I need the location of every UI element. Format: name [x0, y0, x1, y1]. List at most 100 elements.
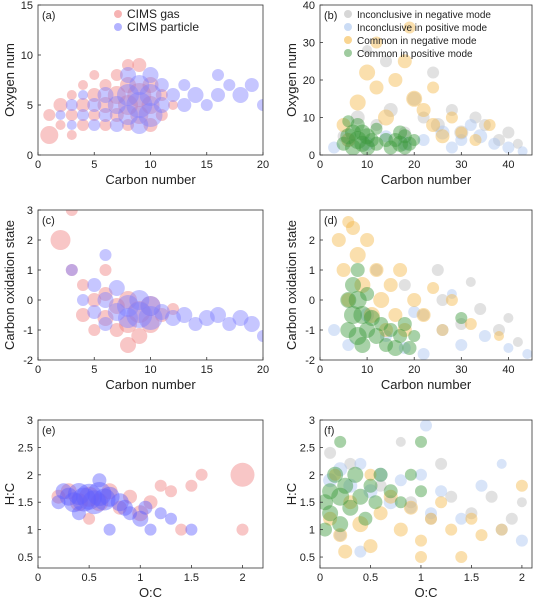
point-a-s1-10	[109, 118, 124, 132]
point-f-s1-7	[394, 474, 407, 487]
xtick-label-f-4: 2	[519, 572, 525, 584]
xtick-label-c-2: 10	[144, 364, 156, 376]
point-a-s0-4	[66, 130, 77, 140]
point-f-s2-4	[363, 539, 378, 554]
legend-b: Inconclusive in negative mode Inconclusiv…	[344, 10, 491, 60]
point-d-s3-1	[340, 322, 357, 338]
point-c-s1-22	[243, 316, 260, 332]
point-b-s2-9	[426, 118, 441, 132]
point-b-s2-15	[370, 36, 383, 49]
ytick-label-b-4: 40	[303, 0, 315, 12]
point-a-s1-24	[178, 79, 191, 91]
point-a-s1-31	[244, 78, 259, 92]
point-e-s1-15	[138, 500, 153, 515]
point-f-s2-8	[403, 500, 418, 515]
point-c-s0-17	[154, 308, 169, 322]
point-b-s2-1	[349, 94, 366, 111]
point-c-s0-7	[98, 287, 113, 301]
point-d-s3-2	[345, 277, 361, 293]
point-c-s1-13	[140, 296, 161, 316]
point-a-s0-25	[132, 58, 147, 72]
ylabel-b: Oxygen num	[284, 43, 299, 117]
point-f-s3-13	[373, 467, 388, 482]
point-f-s1-12	[455, 512, 468, 525]
point-d-s3-8	[359, 322, 376, 338]
ylabel-d: Carbon oxidation state	[284, 220, 299, 350]
point-f-s3-20	[334, 435, 347, 448]
point-d-s2-14	[397, 323, 412, 337]
point-f-s0-0	[324, 446, 337, 459]
point-a-s1-17	[138, 103, 163, 127]
point-e-s1-18	[165, 512, 177, 525]
point-d-s3-16	[393, 329, 408, 343]
panel-e: 0 0.5 1 1.5 20.511.522.53O:CH:C(e)	[2, 415, 264, 600]
point-d-s1-11	[408, 306, 421, 318]
point-f-s2-14	[475, 529, 488, 542]
point-b-s2-18	[427, 81, 440, 94]
point-a-s1-30	[232, 87, 249, 103]
point-d-s2-5	[354, 277, 371, 293]
point-a-s1-29	[223, 79, 236, 91]
point-d-s2-11	[383, 278, 398, 292]
point-a-s0-18	[110, 69, 123, 81]
point-b-s2-14	[483, 119, 496, 131]
point-e-s1-7	[82, 490, 107, 515]
point-e-s0-14	[230, 462, 255, 487]
point-d-s1-10	[522, 349, 532, 359]
point-e-s0-16	[175, 523, 188, 536]
point-a-s0-14	[97, 97, 114, 113]
point-b-s0-13	[502, 126, 515, 139]
point-f-s1-9	[415, 468, 427, 481]
point-a-s1-2	[66, 120, 77, 130]
points-c	[50, 210, 263, 353]
ytick-label-e-1: 1	[27, 525, 33, 537]
point-b-s2-10	[435, 129, 450, 144]
point-a-s1-25	[187, 87, 204, 103]
point-d-s2-12	[388, 308, 403, 322]
plot-frame-e	[37, 419, 264, 569]
xtick-label-a-4: 20	[257, 159, 269, 171]
point-d-s3-10	[363, 310, 380, 326]
legend-marker-b-1	[344, 23, 352, 31]
point-e-s0-1	[60, 483, 77, 500]
point-f-s1-6	[383, 495, 398, 510]
point-f-s1-10	[425, 507, 437, 520]
point-b-s0-10	[469, 111, 482, 124]
xtick-label-e-4: 2	[239, 572, 245, 584]
point-c-s1-8	[117, 295, 139, 317]
ytick-label-c-3: 1	[27, 265, 33, 277]
point-b-s2-16	[341, 133, 356, 147]
point-e-s1-22	[103, 523, 116, 536]
legend-label-b-2: Common in negative mode	[357, 36, 477, 47]
xtick-label-f-3: 1.5	[464, 572, 479, 584]
point-a-s1-7	[98, 108, 113, 122]
point-a-s1-21	[154, 78, 169, 92]
ytick-label-d-2: 0	[309, 295, 315, 307]
legend-label-b-3: Common in positive mode	[357, 49, 473, 60]
xtick-label-f-2: 1	[418, 572, 424, 584]
point-c-s0-20	[120, 337, 136, 353]
ytick-label-f-1: 1	[309, 525, 315, 537]
point-b-s1-9	[488, 137, 501, 150]
point-f-s3-11	[363, 478, 378, 493]
point-f-s0-3	[404, 496, 417, 509]
point-d-s0-0	[370, 264, 383, 276]
point-b-s1-1	[341, 133, 356, 147]
point-a-s0-11	[87, 88, 102, 102]
ytick-label-f-2: 1.5	[300, 497, 315, 509]
point-d-s2-13	[393, 263, 408, 277]
point-b-s2-4	[378, 109, 394, 126]
point-c-s1-11	[129, 290, 150, 310]
point-d-s2-3	[346, 221, 360, 235]
panel-label-a: (a)	[42, 10, 55, 22]
ytick-label-e-2: 1.5	[18, 497, 33, 509]
point-a-s0-15	[99, 79, 112, 91]
point-d-s2-4	[349, 247, 366, 263]
point-f-s2-6	[383, 489, 398, 504]
point-b-s2-8	[416, 103, 431, 117]
point-c-s0-14	[131, 328, 148, 344]
point-a-s0-12	[89, 70, 100, 80]
point-c-s1-21	[232, 310, 249, 326]
point-f-s3-2	[322, 505, 339, 522]
